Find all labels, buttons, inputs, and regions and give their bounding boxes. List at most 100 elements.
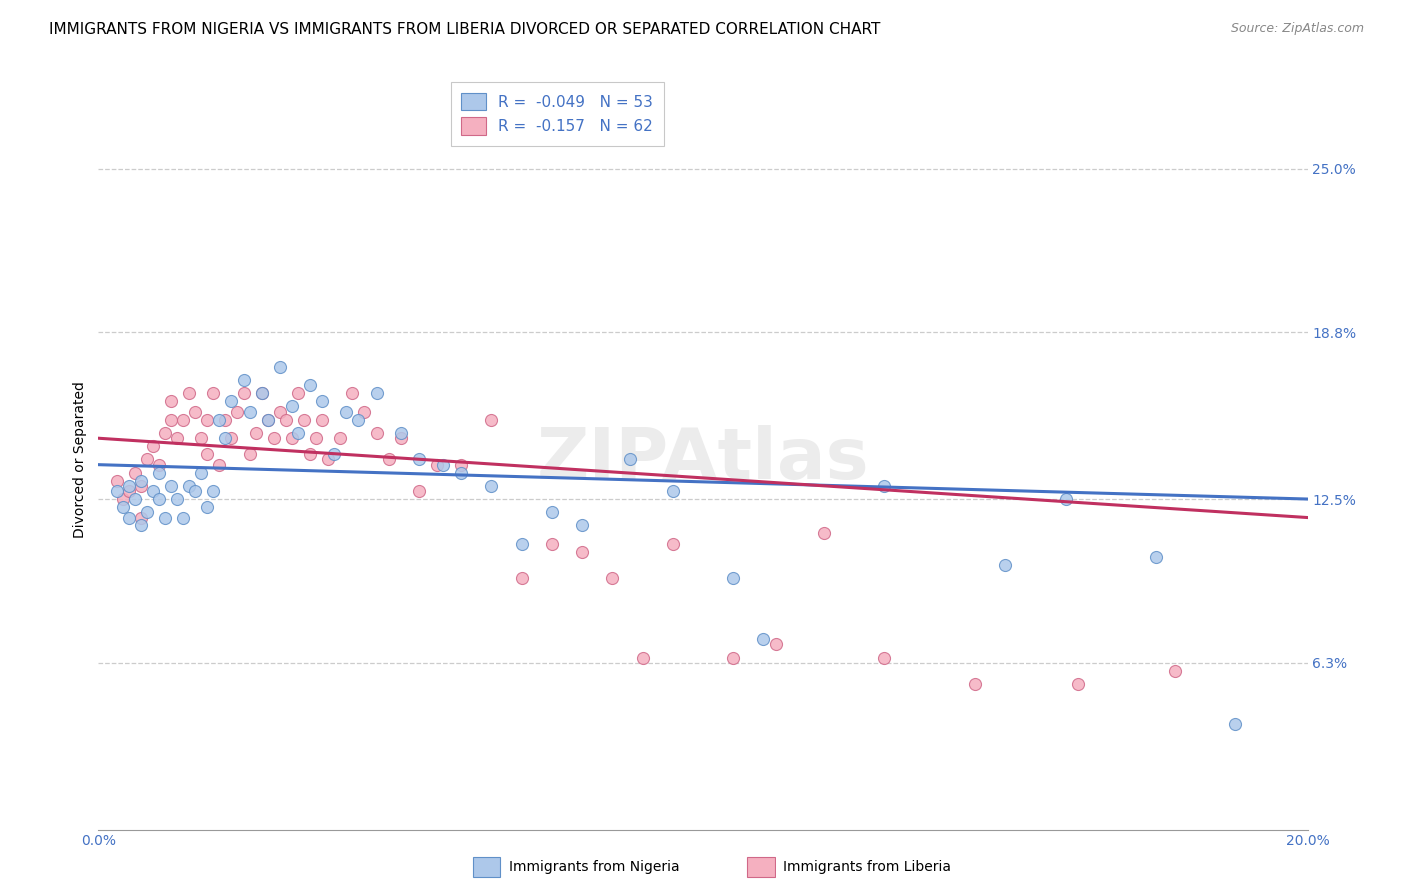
Point — [232, 386, 254, 401]
Point — [172, 510, 194, 524]
Point — [166, 491, 188, 506]
Point — [335, 405, 357, 419]
Point — [510, 571, 533, 585]
Point — [172, 413, 194, 427]
Point — [148, 458, 170, 472]
Point — [287, 386, 309, 401]
Point — [179, 479, 201, 493]
Point — [195, 447, 218, 461]
Point — [1223, 716, 1246, 731]
Point — [765, 637, 787, 651]
Point — [148, 491, 170, 506]
Point — [250, 386, 273, 401]
Point — [142, 484, 165, 499]
Point — [256, 413, 278, 427]
Point — [305, 431, 328, 445]
Point — [281, 400, 304, 414]
Point — [661, 484, 683, 499]
Point — [124, 491, 146, 506]
Point — [202, 386, 225, 401]
Point — [631, 650, 654, 665]
Point — [366, 386, 388, 401]
Point — [153, 425, 176, 440]
Point — [129, 474, 152, 488]
Point — [208, 458, 231, 472]
Point — [366, 425, 388, 440]
Point — [287, 425, 309, 440]
Point — [111, 491, 134, 506]
Point — [184, 484, 207, 499]
Point — [450, 458, 472, 472]
Point — [353, 405, 375, 419]
Point — [250, 386, 273, 401]
Point — [129, 518, 152, 533]
Point — [202, 484, 225, 499]
Point — [245, 425, 267, 440]
Point — [226, 405, 249, 419]
Point — [166, 431, 188, 445]
Point — [432, 458, 454, 472]
Y-axis label: Divorced or Separated: Divorced or Separated — [73, 381, 87, 538]
Point — [135, 505, 157, 519]
Text: ZIPAtlas: ZIPAtlas — [537, 425, 869, 494]
Point — [389, 425, 412, 440]
Point — [311, 394, 333, 409]
Point — [323, 447, 346, 461]
Point — [124, 466, 146, 480]
Point — [1067, 677, 1090, 691]
Point — [256, 413, 278, 427]
Point — [135, 452, 157, 467]
Point — [239, 405, 262, 419]
Point — [540, 505, 562, 519]
Point — [269, 405, 291, 419]
Point — [347, 413, 370, 427]
Point — [221, 431, 243, 445]
Point — [129, 510, 152, 524]
Point — [813, 526, 835, 541]
Point — [426, 458, 449, 472]
Point — [602, 571, 624, 585]
Point — [299, 378, 322, 392]
Point — [994, 558, 1017, 573]
Point — [450, 466, 472, 480]
Point — [195, 413, 218, 427]
Bar — [472, 857, 501, 877]
Point — [873, 650, 896, 665]
Point — [190, 466, 212, 480]
Text: Immigrants from Nigeria: Immigrants from Nigeria — [509, 860, 679, 874]
Point — [208, 413, 231, 427]
Point — [195, 500, 218, 514]
Text: Source: ZipAtlas.com: Source: ZipAtlas.com — [1230, 22, 1364, 36]
Text: Immigrants from Liberia: Immigrants from Liberia — [783, 860, 950, 874]
Point — [184, 405, 207, 419]
Point — [329, 431, 352, 445]
Point — [148, 466, 170, 480]
Text: IMMIGRANTS FROM NIGERIA VS IMMIGRANTS FROM LIBERIA DIVORCED OR SEPARATED CORRELA: IMMIGRANTS FROM NIGERIA VS IMMIGRANTS FR… — [49, 22, 880, 37]
Point — [118, 479, 141, 493]
Point — [1144, 550, 1167, 565]
Point — [153, 510, 176, 524]
Point — [232, 373, 254, 387]
Point — [873, 479, 896, 493]
Point — [408, 484, 430, 499]
Point — [1163, 664, 1185, 678]
Point — [723, 650, 745, 665]
Point — [571, 545, 593, 559]
Point — [221, 394, 243, 409]
Point — [723, 571, 745, 585]
Point — [619, 452, 641, 467]
Point — [105, 474, 128, 488]
Point — [160, 413, 183, 427]
Point — [481, 479, 503, 493]
Point — [105, 484, 128, 499]
Point — [571, 518, 593, 533]
Point — [299, 447, 322, 461]
Point — [179, 386, 201, 401]
Point — [142, 439, 165, 453]
Bar — [747, 857, 775, 877]
Legend: R =  -0.049   N = 53, R =  -0.157   N = 62: R = -0.049 N = 53, R = -0.157 N = 62 — [451, 82, 664, 145]
Point — [661, 537, 683, 551]
Point — [160, 479, 183, 493]
Point — [540, 537, 562, 551]
Point — [377, 452, 399, 467]
